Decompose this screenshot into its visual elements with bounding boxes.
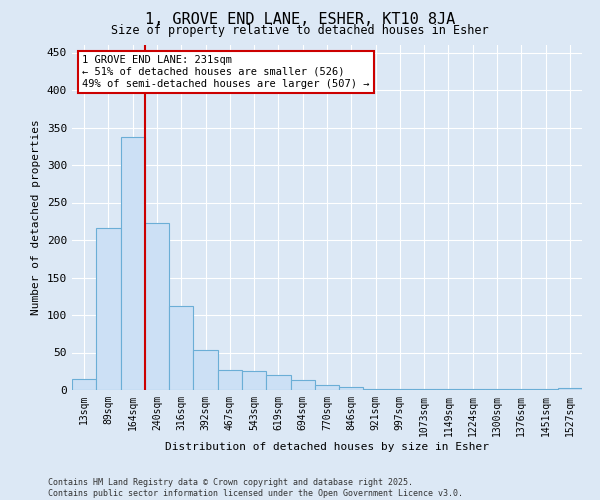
Bar (193, 350, 218, 390)
Bar (169, 306, 193, 390)
Bar (388, 388, 412, 390)
Bar (533, 389, 558, 390)
Y-axis label: Number of detached properties: Number of detached properties (31, 120, 41, 316)
Bar (218, 370, 242, 390)
Text: 1 GROVE END LANE: 231sqm
← 51% of detached houses are smaller (526)
49% of semi-: 1 GROVE END LANE: 231sqm ← 51% of detach… (82, 56, 370, 88)
Bar (485, 389, 509, 390)
Bar (145, 223, 169, 390)
Bar (121, 136, 145, 390)
Text: Size of property relative to detached houses in Esher: Size of property relative to detached ho… (111, 24, 489, 37)
Bar (290, 380, 315, 390)
Bar (339, 387, 364, 390)
Bar (315, 385, 339, 390)
Bar (412, 389, 436, 390)
Bar (266, 375, 290, 390)
Bar (509, 389, 533, 390)
X-axis label: Distribution of detached houses by size in Esher: Distribution of detached houses by size … (165, 442, 489, 452)
Text: Contains HM Land Registry data © Crown copyright and database right 2025.
Contai: Contains HM Land Registry data © Crown c… (48, 478, 463, 498)
Bar (558, 388, 582, 390)
Text: 1, GROVE END LANE, ESHER, KT10 8JA: 1, GROVE END LANE, ESHER, KT10 8JA (145, 12, 455, 28)
Bar (461, 389, 485, 390)
Bar (436, 389, 461, 390)
Bar (242, 370, 266, 390)
Bar (364, 388, 388, 390)
Bar (96, 228, 121, 390)
Bar (72, 379, 96, 390)
